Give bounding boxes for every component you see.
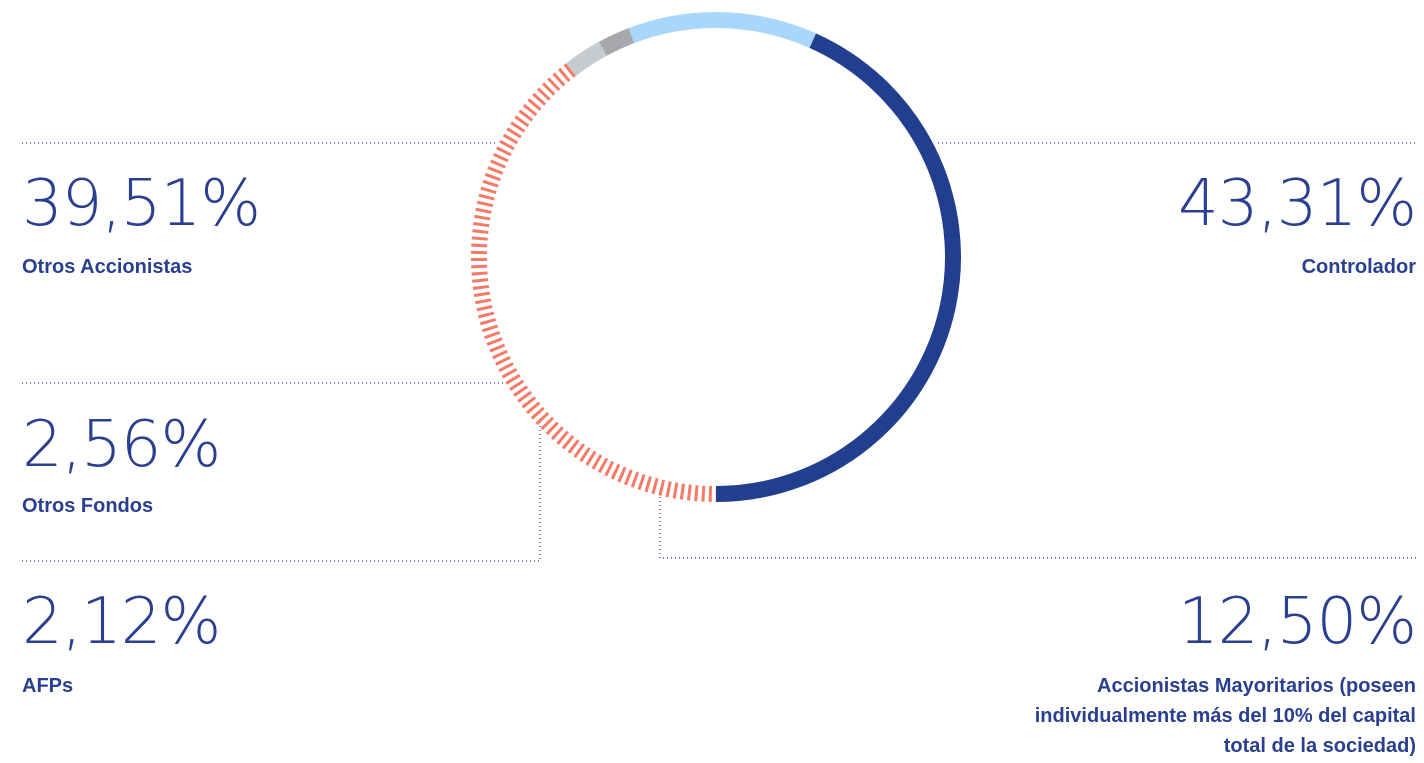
value-afps: 2,12% bbox=[22, 585, 221, 659]
donut-segment-otros-accionistas bbox=[471, 63, 717, 502]
label-mayoritarios: Accionistas Mayoritarios (poseen individ… bbox=[1034, 675, 1416, 757]
label-controlador: Controlador bbox=[1301, 256, 1416, 278]
value-otros-accionistas: 39,51% bbox=[22, 167, 261, 241]
leader-mayoritarios bbox=[659, 497, 1416, 559]
donut-segment-afps bbox=[598, 28, 635, 56]
leader-afps bbox=[22, 422, 541, 562]
donut-ring bbox=[471, 12, 961, 502]
donut-segment-controlador bbox=[715, 33, 961, 502]
label-afps: AFPs bbox=[22, 675, 74, 697]
value-mayoritarios: 12,50% bbox=[1177, 585, 1417, 659]
value-otros-fondos: 2,56% bbox=[22, 408, 221, 482]
label-otros-accionistas: Otros Accionistas bbox=[22, 256, 193, 278]
label-otros-fondos: Otros Fondos bbox=[22, 495, 154, 517]
donut-segment-otros-fondos bbox=[565, 41, 607, 77]
value-controlador: 43,31% bbox=[1177, 167, 1417, 241]
leader-lines bbox=[22, 142, 1416, 562]
donut-segment-accionistas-mayoritarios bbox=[628, 12, 816, 48]
